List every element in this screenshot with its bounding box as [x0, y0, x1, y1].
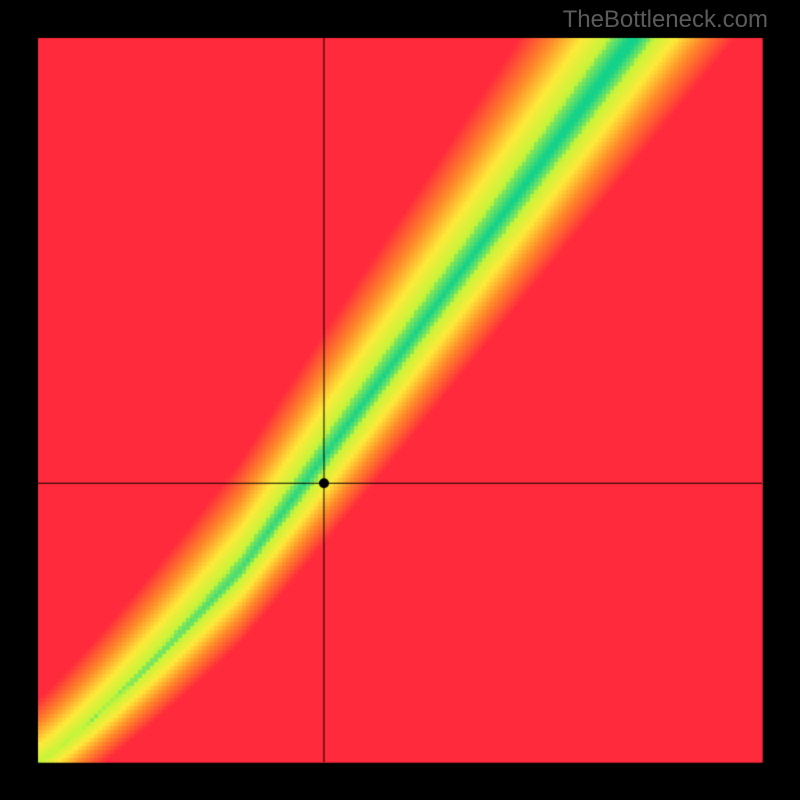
chart-container: TheBottleneck.com [0, 0, 800, 800]
watermark-text: TheBottleneck.com [563, 6, 768, 34]
bottleneck-heatmap [0, 0, 800, 800]
